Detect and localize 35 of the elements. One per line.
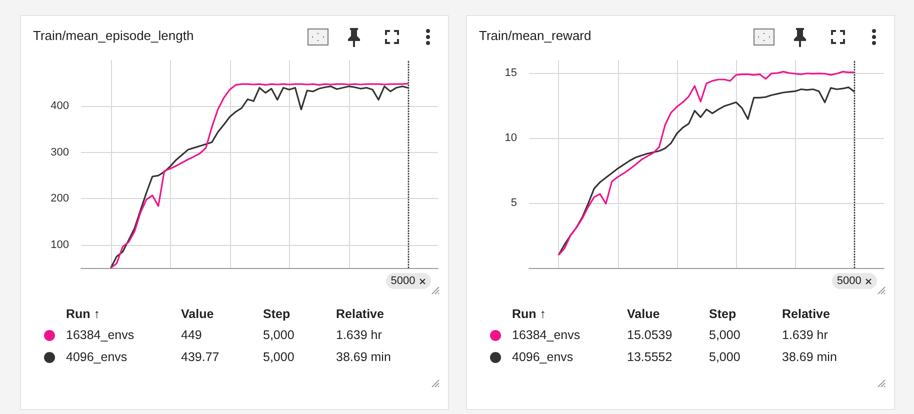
text: 439.77 xyxy=(181,350,220,364)
text: 5000 xyxy=(390,275,416,287)
chart-title: Train/mean_reward xyxy=(479,28,592,43)
legend-label: 16384_envs xyxy=(66,328,134,342)
text: Step xyxy=(263,307,290,321)
text: 5,000 xyxy=(263,328,294,342)
text: Value xyxy=(627,307,660,321)
text: Run ↑ xyxy=(512,307,546,321)
text: 15.0539 xyxy=(627,328,672,342)
text: 1.639 hr xyxy=(782,328,828,342)
text: Relative xyxy=(336,307,384,321)
text: 38.69 min xyxy=(782,350,837,364)
text: Relative xyxy=(782,307,830,321)
y-tick-label: 15 xyxy=(504,67,517,79)
text: Run ↑ xyxy=(66,307,100,321)
text: Value xyxy=(181,307,214,321)
y-tick-label: 100 xyxy=(50,238,69,251)
text: 1.639 hr xyxy=(336,328,382,342)
legend-label: 4096_envs xyxy=(512,350,574,364)
text: Step xyxy=(709,307,736,321)
y-tick-label: 5 xyxy=(510,197,517,209)
text: 38.69 min xyxy=(336,350,391,364)
y-tick-label: 200 xyxy=(50,192,69,205)
y-tick-label: 10 xyxy=(504,132,517,144)
y-tick-label: 300 xyxy=(50,146,69,158)
chart-title: Train/mean_episode_length xyxy=(33,28,194,43)
text: 5000 xyxy=(836,275,862,287)
text: 5,000 xyxy=(263,350,294,364)
text: 13.5552 xyxy=(627,350,672,364)
legend-label: 16384_envs xyxy=(512,328,580,342)
text: 5,000 xyxy=(709,328,740,342)
y-tick-label: 400 xyxy=(50,100,69,112)
text: 5,000 xyxy=(709,350,740,364)
text: 449 xyxy=(181,328,202,342)
legend-label: 4096_envs xyxy=(66,350,128,364)
